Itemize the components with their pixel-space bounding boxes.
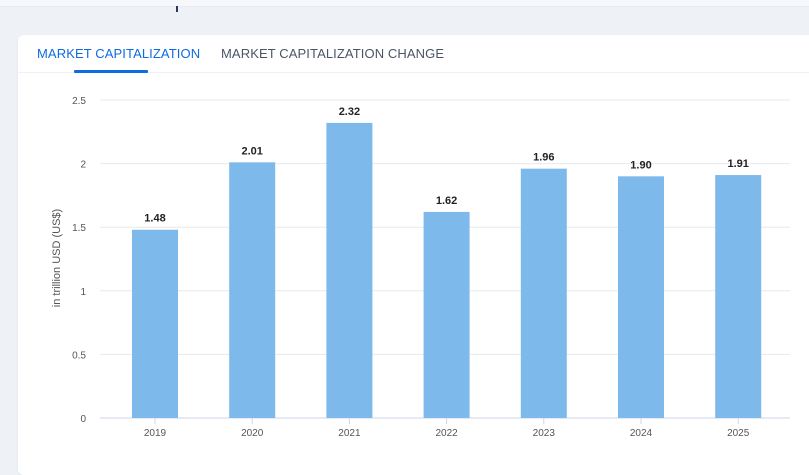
data-label: 1.91 bbox=[727, 158, 748, 170]
y-tick-label: 2.5 bbox=[72, 96, 86, 107]
bar-chart: 0 0.5 1 1.5 2 2.5 in trillion USD (US$) 1.48 201… bbox=[51, 96, 790, 439]
data-label: 1.90 bbox=[630, 159, 651, 171]
bar-2021 bbox=[326, 122, 373, 419]
top-bar bbox=[0, 0, 809, 7]
x-tick-label: 2024 bbox=[630, 428, 653, 439]
bar-2020 bbox=[229, 162, 276, 418]
bar-2025 bbox=[715, 175, 762, 418]
y-tick-label: 2 bbox=[80, 160, 86, 171]
tab-market-capitalization-change[interactable]: MARKET CAPITALIZATION CHANGE bbox=[221, 46, 445, 61]
bar-2024 bbox=[618, 176, 664, 418]
bar-2022 bbox=[423, 211, 470, 418]
y-tick-label: 0.5 bbox=[72, 350, 86, 361]
active-tab-indicator bbox=[74, 70, 148, 73]
y-axis-label: in trillion USD (US$) bbox=[51, 209, 63, 307]
x-tick-label: 2025 bbox=[727, 428, 750, 439]
x-tick-label: 2019 bbox=[144, 428, 167, 439]
x-tick-label: 2021 bbox=[338, 428, 361, 439]
x-tick-label: 2022 bbox=[435, 428, 458, 439]
data-label: 2.01 bbox=[241, 145, 262, 157]
tab-bar: MARKET CAPITALIZATION MARKET CAPITALIZAT… bbox=[18, 35, 809, 73]
data-label: 1.48 bbox=[144, 213, 165, 225]
data-label: 2.32 bbox=[339, 106, 360, 118]
bar-2019 bbox=[132, 229, 178, 418]
tab-market-capitalization[interactable]: MARKET CAPITALIZATION bbox=[37, 46, 201, 61]
bar-2023 bbox=[520, 168, 567, 418]
y-tick-label: 1 bbox=[80, 287, 86, 298]
data-label: 1.96 bbox=[533, 152, 554, 164]
data-label: 1.62 bbox=[436, 195, 457, 207]
y-tick-label: 1.5 bbox=[72, 223, 86, 234]
x-tick-label: 2020 bbox=[241, 428, 264, 439]
cursor-mark bbox=[176, 6, 178, 12]
y-tick-label: 0 bbox=[80, 414, 86, 425]
x-tick-label: 2023 bbox=[533, 428, 556, 439]
